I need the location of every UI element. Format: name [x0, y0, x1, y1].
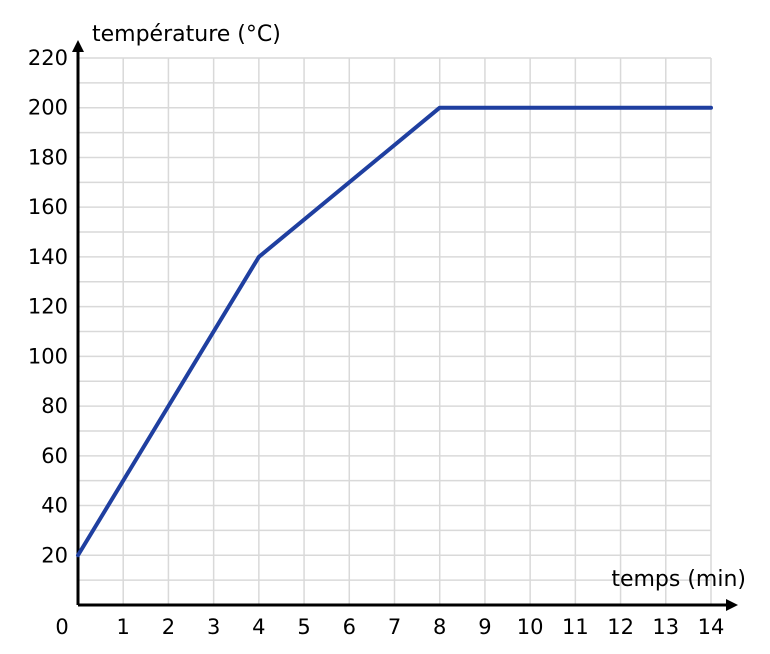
x-axis-arrow — [726, 599, 738, 611]
x-tick-label: 13 — [652, 615, 679, 639]
series-line — [76, 105, 713, 558]
x-tick-label: 9 — [478, 615, 491, 639]
y-axis-title: température (°C) — [92, 22, 281, 47]
y-tick-label: 140 — [28, 245, 68, 269]
x-tick-label: 1 — [117, 615, 130, 639]
x-tick-label: 11 — [562, 615, 589, 639]
x-tick-label: 3 — [207, 615, 220, 639]
x-tick-label: 2 — [162, 615, 175, 639]
y-tick-label: 180 — [28, 145, 68, 169]
series-group — [76, 105, 713, 558]
grid — [78, 57, 712, 605]
y-tick-label: 220 — [28, 46, 68, 70]
x-tick-label: 10 — [517, 615, 544, 639]
y-tick-label: 100 — [28, 344, 68, 368]
x-tick-label: 7 — [388, 615, 401, 639]
x-axis-title: temps (min) — [611, 567, 746, 592]
x-tick-labels: 0 1 2 3 4 5 6 7 8 9 10 11 12 13 14 — [55, 615, 724, 639]
x-tick-label: 8 — [433, 615, 446, 639]
y-tick-label: 40 — [41, 494, 68, 518]
y-tick-label: 200 — [28, 96, 68, 120]
x-tick-label: 14 — [698, 615, 725, 639]
y-tick-label: 160 — [28, 195, 68, 219]
y-tick-label: 120 — [28, 295, 68, 319]
y-axis-arrow — [72, 40, 84, 52]
x-tick-label: 12 — [607, 615, 634, 639]
axes — [72, 40, 738, 611]
x-tick-label: 4 — [252, 615, 265, 639]
y-tick-label: 80 — [41, 394, 68, 418]
x-tick-label: 0 — [55, 615, 68, 639]
x-tick-label: 5 — [297, 615, 310, 639]
y-tick-labels: 20 40 60 80 100 120 140 160 180 200 220 — [28, 46, 68, 567]
x-tick-label: 6 — [343, 615, 356, 639]
y-tick-label: 60 — [41, 444, 68, 468]
y-tick-label: 20 — [41, 543, 68, 567]
